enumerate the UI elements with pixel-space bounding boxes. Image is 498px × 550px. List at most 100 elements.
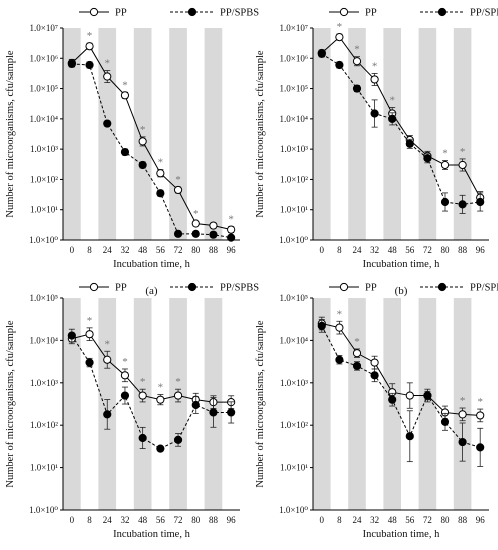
data-point (120, 147, 130, 157)
data-point (85, 60, 94, 70)
y-tick-label: 1.0×10¹ (280, 205, 308, 215)
band-0 (313, 28, 331, 240)
x-tick-label: 24 (103, 515, 113, 525)
y-tick-label: 1.0×10⁵ (280, 84, 308, 94)
band-48 (133, 298, 152, 510)
y-tick-label: 1.0×10¹ (30, 205, 58, 215)
x-tick-label: 56 (156, 515, 166, 525)
data-point (440, 160, 450, 170)
significance-star: * (228, 214, 234, 226)
significance-star: * (158, 157, 164, 169)
y-axis-title: Number of microorganisms, cfu/sample (5, 50, 16, 218)
x-tick-label: 0 (70, 245, 75, 255)
data-point (317, 321, 326, 330)
data-point (227, 408, 236, 417)
data-point (103, 410, 112, 419)
band-88 (453, 28, 472, 240)
x-axis-title: Incubation time, h (363, 529, 440, 540)
x-tick-label: 72 (174, 245, 183, 255)
data-point (191, 219, 200, 228)
significance-star: * (372, 60, 378, 72)
y-tick-label: 1.0×10⁶ (280, 53, 308, 63)
significance-star: * (460, 146, 466, 158)
y-tick-label: 1.0×10⁶ (30, 53, 58, 63)
legend-marker-pp (89, 282, 99, 292)
data-point (370, 358, 379, 367)
band-48 (133, 28, 152, 240)
significance-star: * (105, 57, 111, 69)
significance-star: * (122, 79, 128, 91)
data-point (335, 323, 344, 332)
significance-star: * (337, 21, 343, 33)
data-point (458, 160, 467, 170)
x-axis-title: Incubation time, h (113, 259, 190, 270)
data-point (370, 109, 379, 118)
chart-panel-2: 1.0×10⁰ 1.0×10¹ 1.0×10² 1.0×10³ 1.0×10⁴ 1.0×1… (255, 8, 498, 298)
data-point (138, 391, 147, 400)
series-pp-spbs (67, 59, 236, 242)
significance-star: * (354, 44, 360, 56)
data-point (317, 49, 326, 58)
data-point (67, 331, 76, 340)
x-tick-label: 88 (458, 515, 468, 525)
x-tick-label: 96 (476, 515, 486, 525)
significance-star: * (105, 338, 111, 350)
y-tick-label: 1.0×10⁵ (30, 84, 58, 94)
data-point (85, 358, 94, 367)
data-point (173, 391, 183, 400)
series-line (321, 53, 481, 205)
x-axis-title: Incubation time, h (113, 529, 190, 540)
data-point (405, 139, 414, 148)
x-tick-label: 88 (209, 245, 219, 255)
series-line (71, 63, 232, 239)
x-tick-label: 32 (120, 245, 129, 255)
x-tick-label: 72 (423, 515, 432, 525)
legend-label-pp-spbs: PP/SPBS (220, 283, 259, 294)
significance-star: * (354, 336, 360, 348)
x-tick-label: 0 (320, 245, 325, 255)
data-point (352, 361, 362, 371)
y-tick-label: 1.0×10⁵ (280, 293, 308, 303)
x-tick-label: 8 (337, 515, 342, 525)
data-point (476, 197, 485, 207)
x-tick-label: 80 (191, 515, 201, 525)
legend-label-pp: PP (115, 283, 127, 294)
band-0 (63, 298, 81, 510)
data-point (156, 189, 165, 198)
x-tick-label: 0 (70, 515, 75, 525)
data-point (458, 410, 467, 419)
y-tick-label: 1.0×10⁷ (30, 23, 58, 33)
data-point (405, 432, 414, 441)
significance-star: * (140, 376, 146, 388)
band-72 (418, 28, 437, 240)
band-72 (418, 298, 437, 510)
data-point (103, 119, 112, 128)
data-point (335, 355, 344, 364)
band-0 (313, 298, 331, 510)
data-point (85, 330, 94, 339)
chart-panel-3: 1.0×10⁰ 1.0×10¹ 1.0×10² 1.0×10³ 1.0×10⁴ 1.0×1… (5, 282, 259, 541)
x-tick-label: 80 (191, 245, 201, 255)
legend-label-pp-spbs: PP/SPBS (470, 8, 498, 19)
x-tick-label: 8 (87, 515, 92, 525)
chart-panel-1: 1.0×10⁰ 1.0×10¹ 1.0×10² 1.0×10³ 1.0×10⁴ 1.0×1… (5, 8, 259, 298)
data-point (476, 443, 485, 452)
series-pp-spbs (317, 319, 485, 467)
significance-star: * (477, 396, 483, 408)
significance-star: * (460, 395, 466, 407)
significance-star: * (389, 94, 395, 106)
data-point (173, 229, 183, 238)
x-tick-label: 88 (209, 515, 219, 525)
x-tick-label: 8 (337, 245, 342, 255)
y-tick-label: 1.0×10³ (30, 378, 58, 388)
band-88 (453, 298, 472, 510)
series-line (71, 45, 232, 231)
y-tick-label: 1.0×10⁴ (280, 335, 308, 345)
data-point (370, 371, 379, 380)
x-tick-label: 96 (227, 245, 237, 255)
significance-star: * (87, 315, 93, 327)
x-tick-label: 24 (353, 515, 363, 525)
y-axis-title: Number of microorganisms, cfu/sample (255, 320, 266, 488)
series-line (321, 323, 481, 416)
data-point (423, 391, 432, 400)
